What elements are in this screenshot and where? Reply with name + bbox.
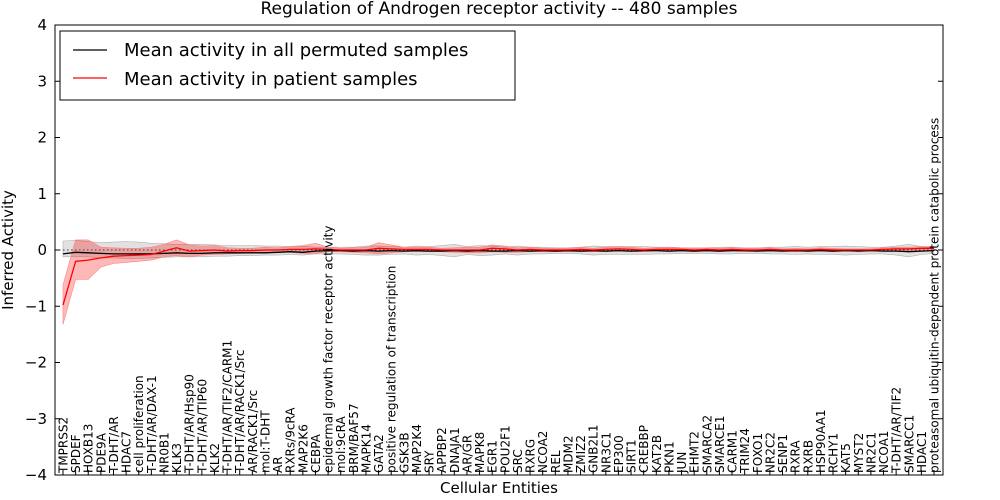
x-category-label: JUN bbox=[675, 452, 689, 474]
y-tick-label: −4 bbox=[25, 466, 47, 484]
y-tick-label: 4 bbox=[37, 16, 47, 34]
x-category-label: SIRT1 bbox=[625, 439, 639, 473]
x-category-label: MAP2K6 bbox=[296, 424, 310, 473]
y-axis-label: Inferred Activity bbox=[0, 190, 17, 310]
x-category-label: AR/RACK1/Src bbox=[246, 390, 260, 473]
x-category-label: EP300 bbox=[612, 435, 626, 473]
x-category-label: CEBPA bbox=[309, 433, 323, 473]
x-category-label: SMARCC1 bbox=[902, 415, 916, 473]
x-category-label: RXRB bbox=[801, 440, 815, 473]
y-tick-label: 3 bbox=[37, 72, 47, 90]
y-tick-label: 2 bbox=[37, 129, 47, 147]
x-axis-label: Cellular Entities bbox=[440, 479, 558, 497]
x-category-label: SRY bbox=[423, 450, 437, 473]
x-category-label: HDAC1 bbox=[915, 431, 929, 473]
x-category-label: NR3C1 bbox=[599, 432, 613, 473]
x-category-label: EHMT2 bbox=[688, 431, 702, 473]
x-category-label: MAP2K4 bbox=[410, 424, 424, 473]
x-category-label: MAPK8 bbox=[473, 432, 487, 473]
x-category-label: RXRG bbox=[524, 439, 538, 473]
x-category-label: PDE9A bbox=[94, 432, 108, 473]
y-tick-label: −3 bbox=[25, 410, 47, 428]
series-line-permuted bbox=[62, 249, 935, 255]
x-category-label: mol:9cRA bbox=[334, 416, 348, 473]
x-category-label: TMPRSS2 bbox=[57, 417, 71, 474]
x-category-label: KAT5 bbox=[839, 443, 853, 473]
x-category-label: T-DHT/AR/TIP60 bbox=[195, 379, 209, 474]
x-category-label: KLK2 bbox=[208, 443, 222, 473]
x-category-label: mol:T-DHT bbox=[259, 410, 273, 473]
series-line-patient bbox=[62, 247, 934, 306]
series-lines bbox=[55, 247, 943, 306]
x-category-label: HDAC7 bbox=[120, 431, 134, 473]
x-category-label: MAPK14 bbox=[360, 424, 374, 473]
x-category-label: T-DHT/AR bbox=[107, 416, 121, 474]
chart-title: Regulation of Androgen receptor activity… bbox=[261, 0, 738, 19]
x-category-label: MYST2 bbox=[852, 433, 866, 473]
x-category-label: proteasomal ubiquitin-dependent protein … bbox=[928, 118, 942, 473]
x-category-label: SENP1 bbox=[776, 434, 790, 473]
legend-label-permuted: Mean activity in all permuted samples bbox=[124, 40, 468, 61]
legend-box bbox=[59, 30, 516, 101]
x-category-label: RXRs/9cRA bbox=[284, 407, 298, 473]
x-category-label: T-DHT/AR/TIF2 bbox=[890, 387, 904, 474]
y-tick-label: 0 bbox=[37, 241, 47, 259]
x-category-label: T-DHT/AR/TIF2/CARM1 bbox=[221, 340, 235, 474]
x-category-label: SMARCE1 bbox=[713, 415, 727, 473]
x-category-label: HOXB13 bbox=[82, 424, 96, 473]
x-category-label: APPBP2 bbox=[435, 427, 449, 473]
x-category-label: HSP90AA1 bbox=[814, 409, 828, 473]
x-category-label: positive regulation of transcription bbox=[385, 266, 399, 473]
x-category-label: AR/GR bbox=[460, 435, 474, 473]
x-category-label: T-DHT/AR/RACK1/Src bbox=[233, 350, 247, 474]
x-category-label: SMARCA2 bbox=[700, 415, 714, 473]
x-category-label: RXRA bbox=[789, 440, 803, 473]
y-axis-ticks: −4 −3 −2 −1 0 1 2 3 4 bbox=[25, 16, 943, 484]
y-tick-label: 1 bbox=[37, 185, 47, 203]
x-category-labels: TMPRSS2SPDEFHOXB13PDE9AT-DHT/ARHDAC7cell… bbox=[57, 118, 942, 475]
x-category-label: cell proliferation bbox=[132, 375, 146, 473]
x-category-label: CREBBP bbox=[637, 425, 651, 473]
x-category-label: epidermal growth factor receptor activit… bbox=[322, 226, 336, 473]
y-tick-label: −2 bbox=[25, 354, 47, 372]
x-category-label: BRM/BAF57 bbox=[347, 403, 361, 473]
confidence-bands bbox=[62, 239, 935, 325]
legend: Mean activity in all permuted samples Me… bbox=[59, 30, 516, 101]
x-category-label: GATA2 bbox=[372, 434, 386, 473]
x-category-label: NR2C1 bbox=[864, 432, 878, 473]
x-category-label: DNAJA1 bbox=[448, 427, 462, 473]
legend-label-patient: Mean activity in patient samples bbox=[124, 69, 418, 90]
x-category-label: KAT2B bbox=[650, 435, 664, 473]
x-category-label: T-DHT/AR/Hsp90 bbox=[183, 374, 197, 474]
x-category-label: POU2F1 bbox=[498, 425, 512, 473]
x-category-label: NCOA2 bbox=[536, 431, 550, 473]
x-category-label: NR2C2 bbox=[763, 432, 777, 473]
x-category-label: T-DHT/AR/DAX-1 bbox=[145, 375, 159, 474]
x-category-label: REL bbox=[549, 450, 563, 473]
x-category-label: FOXO1 bbox=[751, 433, 765, 473]
y-tick-label: −1 bbox=[25, 297, 47, 315]
x-category-label: EGR1 bbox=[486, 440, 500, 473]
x-category-label: NCOA1 bbox=[877, 431, 891, 473]
x-category-label: GSK3B bbox=[397, 432, 411, 473]
x-category-label: RCHY1 bbox=[827, 433, 841, 473]
x-category-label: KLK3 bbox=[170, 443, 184, 473]
x-category-label: ZMIZ2 bbox=[574, 435, 588, 473]
x-category-label: NR0B1 bbox=[158, 432, 172, 473]
band-permuted bbox=[62, 240, 935, 259]
x-category-label: MDM2 bbox=[561, 435, 575, 473]
x-category-label: PKN1 bbox=[662, 441, 676, 473]
x-category-label: SPDEF bbox=[69, 434, 83, 473]
x-category-label: SRC bbox=[511, 449, 525, 473]
x-category-label: AR bbox=[271, 456, 285, 473]
x-category-label: TRIM24 bbox=[738, 428, 752, 474]
x-category-label: CARM1 bbox=[726, 430, 740, 473]
x-category-label: GNB2L1 bbox=[587, 425, 601, 473]
band-patient bbox=[62, 239, 935, 325]
